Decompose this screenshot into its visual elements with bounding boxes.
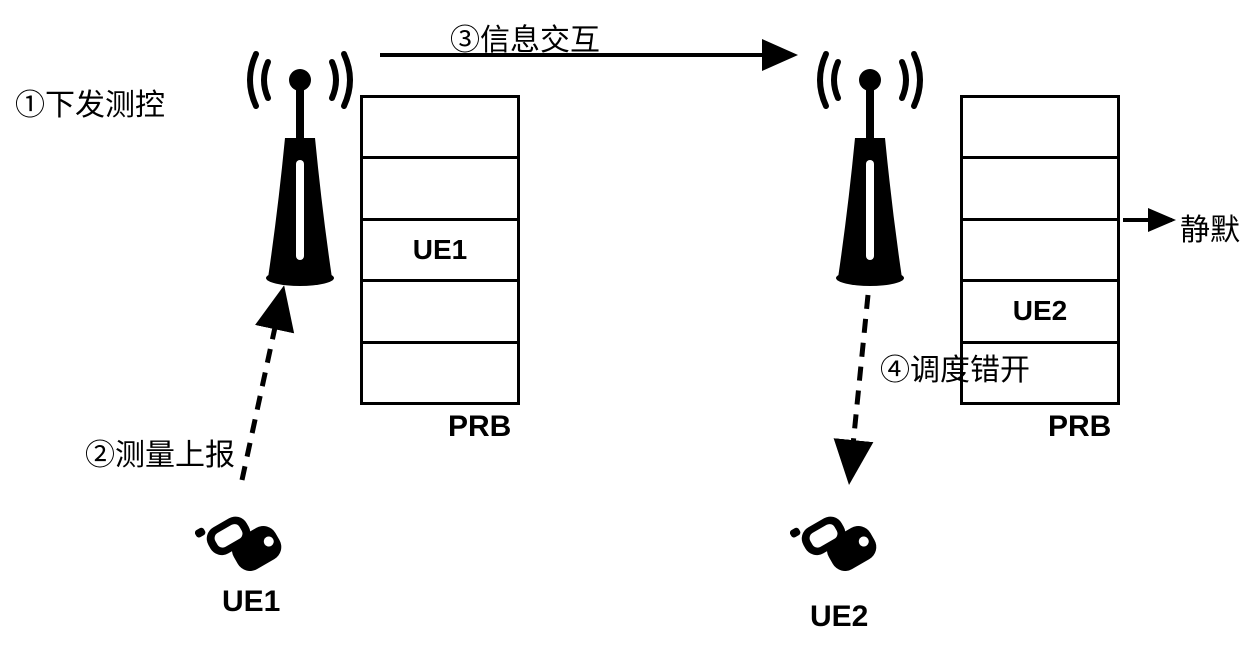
step4-arrow (850, 295, 868, 475)
step2-arrow (242, 295, 282, 480)
diagram-canvas: ①下发测控 ②测量上报 ③信息交互 ④调度错开 静默 (0, 0, 1240, 656)
arrows-layer (0, 0, 1240, 656)
